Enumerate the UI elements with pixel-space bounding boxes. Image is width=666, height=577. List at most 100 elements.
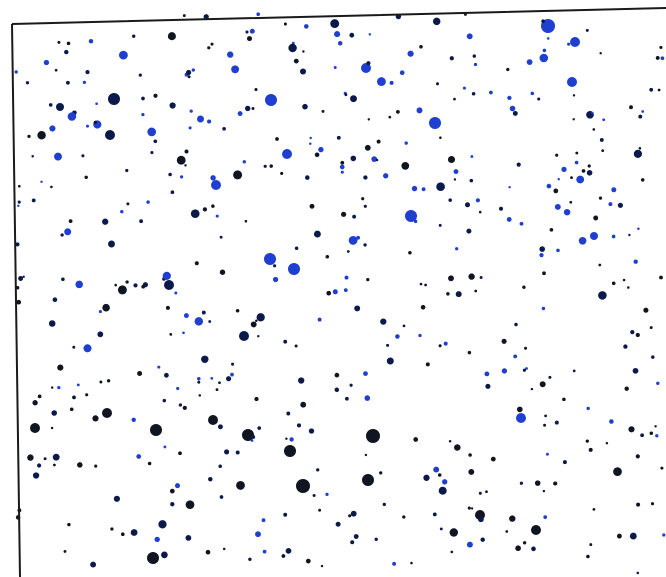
- star: [131, 417, 136, 423]
- star: [105, 130, 115, 140]
- star: [650, 502, 655, 506]
- star: [453, 178, 457, 181]
- star: [248, 557, 252, 562]
- star: [187, 75, 191, 79]
- star: [468, 453, 472, 457]
- star: [640, 433, 644, 438]
- star: [629, 532, 637, 540]
- star: [139, 219, 144, 224]
- star: [303, 24, 309, 29]
- star: [479, 276, 483, 279]
- star: [22, 275, 25, 279]
- star: [541, 19, 555, 33]
- star: [141, 112, 145, 117]
- star: [575, 151, 579, 155]
- star: [108, 240, 115, 248]
- star: [364, 144, 371, 151]
- star: [201, 310, 206, 315]
- star: [254, 87, 258, 92]
- star: [52, 297, 58, 303]
- star: [182, 405, 187, 410]
- star: [542, 48, 547, 53]
- star: [435, 82, 440, 86]
- star: [37, 463, 42, 468]
- star: [541, 19, 545, 24]
- star: [168, 172, 172, 177]
- star: [165, 305, 170, 310]
- star: [541, 306, 546, 311]
- star: [147, 127, 157, 137]
- star: [18, 276, 24, 281]
- star: [419, 282, 423, 286]
- star: [340, 170, 344, 174]
- star: [478, 210, 482, 214]
- star: [466, 228, 472, 234]
- star: [570, 176, 573, 180]
- star: [288, 263, 300, 275]
- star: [182, 331, 185, 335]
- star: [227, 51, 234, 58]
- star: [224, 449, 230, 455]
- star: [512, 110, 518, 116]
- star: [265, 94, 277, 106]
- star: [418, 333, 422, 338]
- star: [581, 169, 586, 173]
- star: [16, 299, 22, 305]
- star: [515, 545, 521, 552]
- star: [537, 97, 541, 101]
- star: [349, 32, 355, 38]
- star: [56, 103, 64, 111]
- star: [617, 202, 624, 208]
- star: [570, 37, 580, 47]
- star: [629, 105, 633, 110]
- star: [169, 488, 175, 494]
- star: [478, 516, 484, 523]
- star: [30, 423, 40, 433]
- star: [57, 40, 61, 44]
- star: [153, 139, 158, 144]
- star: [474, 289, 478, 293]
- star: [203, 14, 209, 20]
- star: [262, 549, 267, 554]
- star: [50, 386, 54, 389]
- star: [201, 355, 209, 364]
- star: [468, 273, 475, 280]
- star: [651, 355, 655, 359]
- star: [453, 97, 456, 101]
- star: [180, 175, 184, 179]
- star: [632, 367, 639, 374]
- star: [92, 415, 99, 422]
- star: [207, 46, 211, 50]
- star: [410, 561, 413, 565]
- star: [467, 506, 471, 510]
- star: [587, 164, 591, 168]
- star: [554, 203, 561, 210]
- star: [186, 69, 192, 76]
- star: [408, 251, 412, 255]
- star: [182, 14, 186, 18]
- star: [586, 554, 590, 559]
- star: [334, 31, 341, 38]
- star: [354, 305, 361, 312]
- star: [371, 156, 378, 162]
- star: [516, 413, 526, 423]
- star: [386, 357, 394, 365]
- star: [654, 425, 657, 428]
- star: [401, 162, 410, 170]
- star: [294, 246, 299, 251]
- star: [546, 183, 552, 189]
- star: [423, 474, 430, 481]
- star: [516, 406, 523, 413]
- star: [246, 36, 253, 42]
- star: [438, 344, 442, 348]
- star: [611, 234, 616, 239]
- star: [60, 233, 64, 237]
- star: [210, 42, 214, 46]
- star: [522, 285, 526, 289]
- star: [170, 190, 175, 195]
- star: [469, 178, 474, 183]
- star: [48, 103, 53, 107]
- star: [150, 424, 162, 436]
- star: [191, 68, 195, 72]
